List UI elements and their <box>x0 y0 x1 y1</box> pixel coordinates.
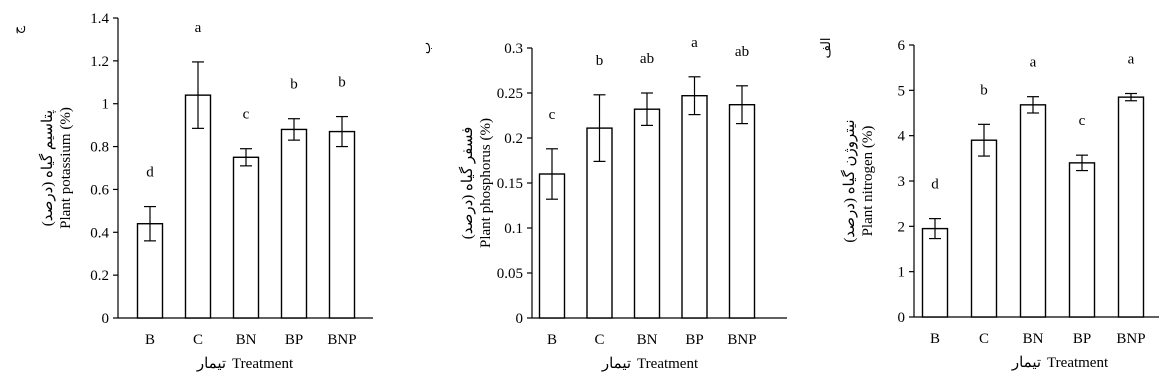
category-label: BNP <box>1116 331 1145 347</box>
significance-letter: a <box>195 20 202 36</box>
y-tick-label: 3 <box>898 174 906 190</box>
category-label: BN <box>637 332 658 348</box>
y-tick-label: 0.4 <box>90 225 109 241</box>
y-tick-label: 6 <box>898 38 906 54</box>
y-tick-label: 0.05 <box>497 266 523 282</box>
category-label: B <box>547 332 557 348</box>
category-label: C <box>594 332 604 348</box>
x-axis-title: تیمار Treatment <box>1011 355 1109 371</box>
x-axis-title: تیمار Treatment <box>601 356 699 372</box>
panel-letter: ب <box>418 42 433 54</box>
bar <box>681 94 708 319</box>
significance-letter: b <box>596 53 604 69</box>
significance-letter: a <box>691 35 698 51</box>
bar <box>1117 96 1145 318</box>
panel-letter: الف <box>818 37 833 58</box>
x-axis-title-en: Treatment <box>637 356 699 372</box>
category-label: B <box>930 331 940 347</box>
significance-letter: c <box>243 107 250 123</box>
chart-panel-2: 0 0.05 0.1 0.15 0.2 0.25 0.3 c Bb Cab BN a BP ab BNP تی… <box>418 35 787 372</box>
y-axis-title-fa: نیتروژن گیاه (درصد) <box>840 119 858 242</box>
category-label: BP <box>685 332 703 348</box>
y-tick-label: 0.1 <box>504 221 523 237</box>
y-tick-label: 2 <box>898 219 906 235</box>
x-axis-title-fa: تیمار <box>196 356 226 372</box>
significance-letter: b <box>338 75 346 91</box>
significance-letter: b <box>980 82 988 98</box>
y-tick-label: 1 <box>102 97 110 113</box>
y-tick-label: 0.2 <box>90 268 109 284</box>
bar <box>1068 162 1096 318</box>
x-axis-title-en: Treatment <box>1047 355 1109 371</box>
y-axis-title-en: Plant potassium (%) <box>58 107 74 229</box>
significance-letter: a <box>1128 52 1135 68</box>
bar <box>232 156 260 319</box>
y-tick-label: 0 <box>898 310 906 326</box>
category-label: C <box>193 332 203 348</box>
y-tick-label: 1.2 <box>90 54 109 70</box>
y-axis-title-fa: پتاسیم گیاه (درصد) <box>38 110 56 226</box>
category-label: BP <box>1073 331 1091 347</box>
y-tick-label: 0 <box>102 311 110 327</box>
significance-letter: c <box>1079 113 1086 129</box>
bar <box>728 103 756 319</box>
y-axis-title-en: Plant phosphorus (%) <box>478 118 494 248</box>
category-label: B <box>145 332 155 348</box>
bar <box>1019 104 1047 318</box>
x-axis-title-fa: تیمار <box>1011 355 1041 371</box>
category-label: BN <box>1023 331 1044 347</box>
significance-letter: b <box>290 77 298 93</box>
x-axis-title: تیمار Treatment <box>196 356 294 372</box>
y-tick-label: 0.15 <box>497 176 523 192</box>
category-label: BP <box>285 332 303 348</box>
significance-letter: d <box>146 165 154 181</box>
y-tick-label: 0.6 <box>90 182 109 198</box>
y-tick-label: 4 <box>898 129 906 145</box>
y-tick-label: 5 <box>898 83 906 99</box>
bar <box>280 128 308 319</box>
chart-panel-1: 0 0.2 0.4 0.6 0.8 1 1.2 1.4 d Ba Cc BN b BP b BNP تیمار T… <box>10 11 373 372</box>
y-tick-label: 0.2 <box>504 131 523 147</box>
panel-letter: ج <box>10 25 26 34</box>
y-tick-label: 0 <box>516 311 524 327</box>
bar <box>184 94 212 319</box>
category-label: BNP <box>327 332 356 348</box>
y-tick-label: 0.3 <box>504 41 523 57</box>
category-label: BN <box>236 332 257 348</box>
bar <box>328 130 356 319</box>
x-axis-title-en: Treatment <box>232 356 294 372</box>
bar <box>921 227 949 318</box>
y-tick-label: 0.25 <box>497 86 523 102</box>
chart-panel-3: 0 1 2 3 4 5 6 d Bb Ca BN c BP a BNP تیمار Treatment نیترو… <box>818 37 1159 371</box>
x-axis-title-fa: تیمار <box>601 356 631 372</box>
y-tick-label: 1.4 <box>90 11 109 27</box>
y-tick-label: 1 <box>898 265 906 281</box>
significance-letter: d <box>931 177 939 193</box>
y-axis-title-en: Plant nitrogen (%) <box>860 126 876 237</box>
y-axis-title-fa: فسفر گیاه (درصد) <box>458 127 476 240</box>
bar <box>633 108 661 319</box>
bar <box>970 139 998 318</box>
y-tick-label: 0.8 <box>90 140 109 156</box>
category-label: C <box>979 331 989 347</box>
category-label: BNP <box>727 332 756 348</box>
significance-letter: c <box>549 107 556 123</box>
significance-letter: ab <box>735 44 749 60</box>
significance-letter: ab <box>640 51 654 67</box>
significance-letter: a <box>1030 55 1037 71</box>
